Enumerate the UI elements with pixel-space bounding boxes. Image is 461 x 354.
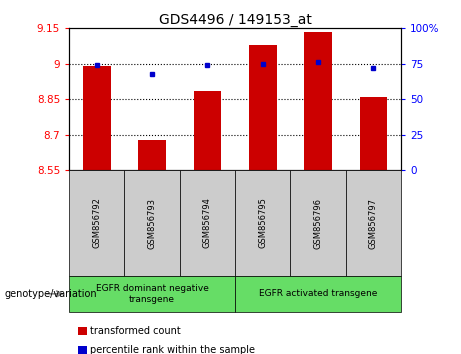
Text: transformed count: transformed count [90, 326, 181, 336]
Text: GSM856797: GSM856797 [369, 198, 378, 249]
Text: GSM856795: GSM856795 [258, 198, 267, 249]
Bar [194, 91, 221, 170]
Bar [304, 32, 332, 170]
Text: GSM856794: GSM856794 [203, 198, 212, 249]
Bar [249, 45, 277, 170]
Text: GSM856792: GSM856792 [92, 198, 101, 249]
Text: genotype/variation: genotype/variation [5, 289, 97, 299]
Bar [83, 66, 111, 170]
Title: GDS4496 / 149153_at: GDS4496 / 149153_at [159, 13, 312, 27]
Text: percentile rank within the sample: percentile rank within the sample [90, 346, 255, 354]
Bar [138, 141, 166, 170]
Bar [360, 97, 387, 170]
Text: GSM856793: GSM856793 [148, 198, 157, 249]
Text: GSM856796: GSM856796 [313, 198, 323, 249]
Text: EGFR dominant negative
transgene: EGFR dominant negative transgene [96, 284, 208, 303]
Text: EGFR activated transgene: EGFR activated transgene [259, 289, 377, 298]
